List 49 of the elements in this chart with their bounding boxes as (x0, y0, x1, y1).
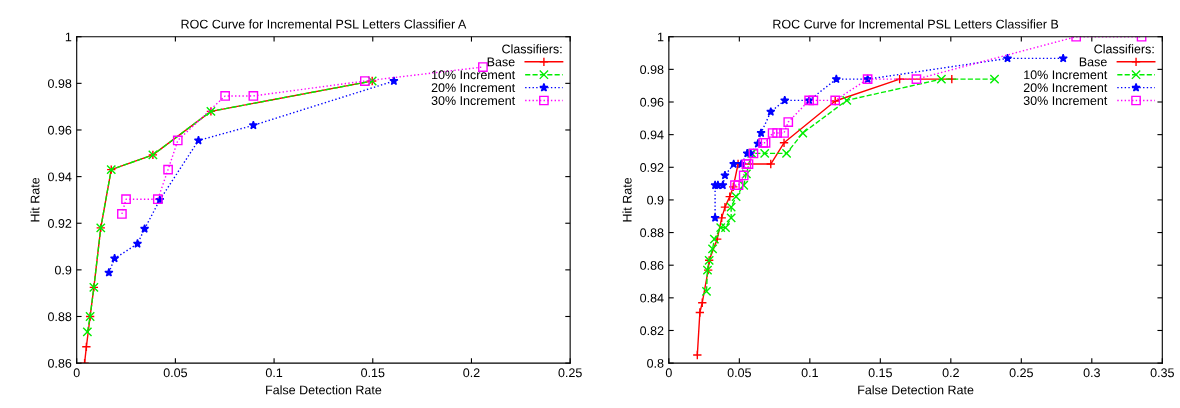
x-tick-label: 0.3 (1083, 368, 1100, 378)
legend-label: 20% Increment (1023, 83, 1108, 93)
y-tick-label: 0.86 (640, 261, 664, 270)
y-tick-label: 0.96 (48, 125, 72, 135)
x-axis-title: False Detection Rate (858, 385, 974, 395)
y-axis-title: Hit Rate (30, 177, 40, 222)
legend-label: 20% Increment (431, 83, 516, 93)
legend-label: 10% Increment (1024, 70, 1108, 80)
y-tick-label: 0.94 (48, 172, 72, 182)
y-tick-label: 0.9 (54, 265, 72, 275)
x-tick-label: 0.35 (1150, 368, 1174, 378)
x-tick-label: 0.25 (558, 368, 582, 378)
y-tick-label: 0.8 (647, 358, 664, 368)
x-tick-label: 0.1 (265, 368, 283, 378)
y-tick-label: 0.92 (48, 219, 72, 228)
y-tick-label: 0.88 (48, 312, 72, 322)
legend-label: 30% Increment (431, 96, 516, 106)
chart-title: ROC Curve for Incremental PSL Letters Classifier B (773, 19, 1059, 29)
x-tick-label: 0.25 (1009, 368, 1033, 378)
x-tick-label: 0 (73, 368, 80, 378)
legend-label: 30% Increment (1023, 96, 1108, 106)
x-tick-label: 0.15 (868, 368, 892, 378)
legend-label: Base (1079, 57, 1107, 67)
y-tick-label: 0.98 (640, 65, 664, 75)
y-tick-label: 0.92 (640, 163, 664, 172)
y-axis-title: Hit Rate (622, 177, 632, 222)
x-tick-label: 0.2 (942, 368, 959, 378)
x-tick-label: 0.2 (463, 368, 480, 378)
legend-title: Classifiers: (502, 44, 562, 54)
legend-title: Classifiers: (1094, 44, 1154, 54)
x-axis-title: False Detection Rate (266, 385, 382, 395)
y-tick-label: 0.86 (48, 358, 72, 368)
y-tick-label: 0.94 (640, 130, 664, 140)
x-tick-label: 0.1 (801, 368, 818, 378)
x-tick-label: 0.05 (727, 368, 751, 378)
y-tick-label: 0.88 (640, 228, 664, 238)
legend-label: 10% Increment (432, 70, 516, 80)
x-tick-label: 0.15 (361, 368, 385, 378)
x-tick-label: 0.05 (163, 368, 188, 378)
y-tick-label: 1 (657, 32, 664, 42)
y-tick-label: 0.98 (48, 79, 72, 88)
y-tick-label: 0.84 (640, 293, 664, 303)
x-tick-label: 0 (665, 368, 672, 378)
y-tick-label: 0.96 (640, 97, 664, 107)
y-tick-label: 0.82 (640, 326, 664, 336)
chart-title: ROC Curve for Incremental PSL Letters Classifier A (181, 19, 467, 29)
y-tick-label: 1 (65, 32, 72, 42)
y-tick-label: 0.9 (647, 195, 664, 205)
legend-label: Base (487, 57, 515, 67)
